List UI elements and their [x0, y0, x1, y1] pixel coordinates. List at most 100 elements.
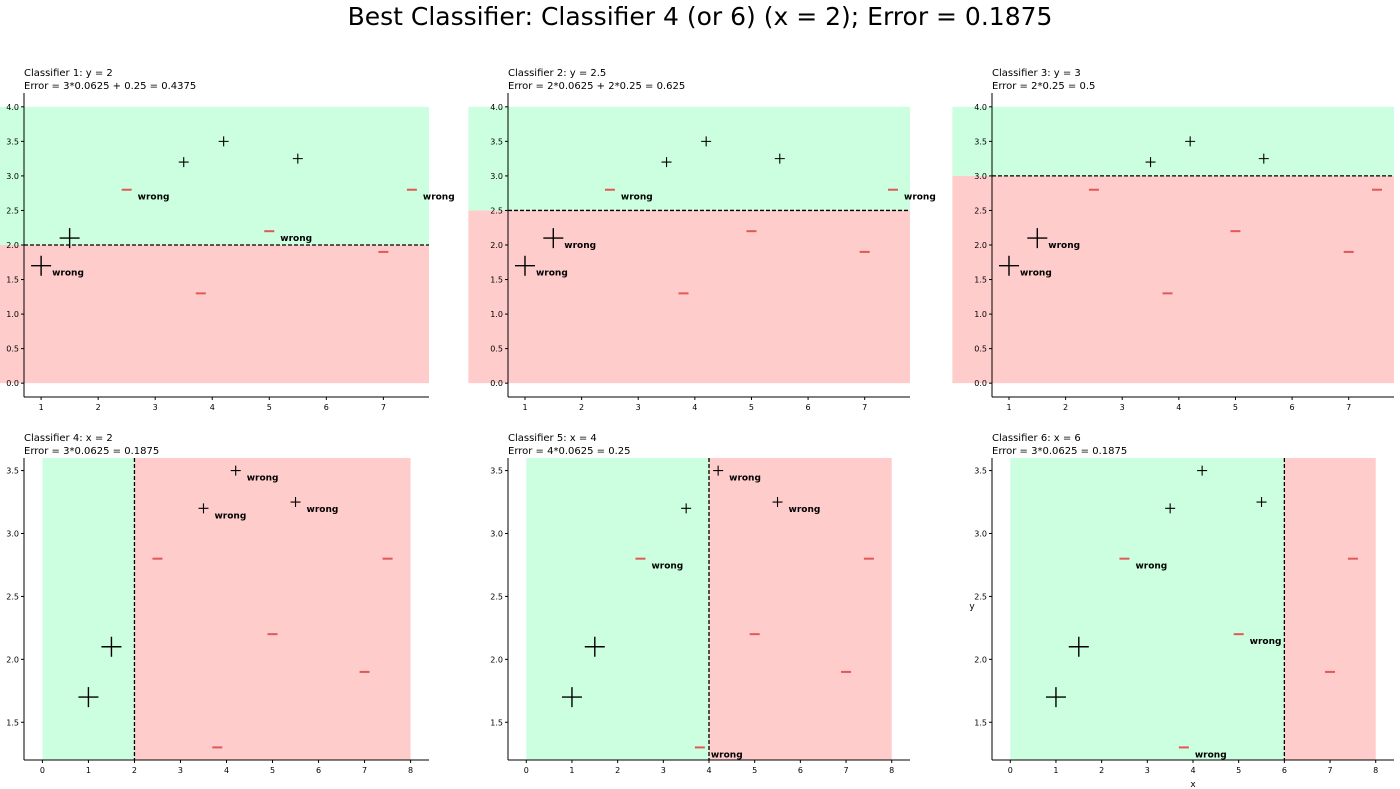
positive-region	[0, 106, 429, 246]
y-tick-label: 1.0	[490, 310, 503, 319]
negative-region	[0, 245, 429, 384]
positive-point	[1185, 136, 1196, 147]
y-tick-label: 3.0	[974, 172, 987, 181]
wrong-label: wrong	[651, 562, 683, 572]
figure-title: Best Classifier: Classifier 4 (or 6) (x …	[347, 2, 1053, 31]
wrong-label: wrong	[711, 750, 743, 760]
y-tick-label: 4.0	[490, 103, 503, 112]
y-tick-label: 3.0	[6, 530, 19, 539]
y-tick-label: 2.5	[6, 592, 19, 601]
x-tick-label: 2	[579, 403, 584, 412]
y-tick-label: 2.0	[974, 241, 987, 250]
y-tick-label: 3.5	[490, 467, 503, 476]
positive-point	[1256, 497, 1267, 508]
x-tick-label: 1	[1053, 766, 1058, 775]
positive-point	[31, 255, 52, 276]
y-tick-label: 1.5	[490, 276, 503, 285]
x-tick-label: 5	[749, 403, 754, 412]
y-tick-label: 3.5	[6, 137, 19, 146]
y-tick-label: 3.5	[490, 137, 503, 146]
x-tick-label: 4	[692, 403, 697, 412]
x-tick-label: 4	[1176, 403, 1181, 412]
wrong-label: wrong	[536, 269, 568, 279]
y-tick-label: 0.0	[490, 379, 503, 388]
wrong-label: wrong	[307, 505, 339, 515]
x-tick-label: 5	[1233, 403, 1238, 412]
subplot-error: Error = 3*0.0625 = 0.1875	[24, 446, 159, 457]
subplot-6: 0 1 2 3 4 5 6 7 8 1.5 2.0 2.5 3.0 3.5 Classifier 6: x …	[969, 433, 1394, 789]
y-tick-label: 3.0	[490, 530, 503, 539]
positive-point	[584, 636, 605, 657]
y-axis-label: y	[969, 602, 975, 612]
wrong-label: wrong	[564, 241, 596, 251]
x-tick-label: 4	[210, 403, 215, 412]
wrong-label: wrong	[729, 474, 761, 484]
positive-point	[1068, 636, 1089, 657]
y-tick-label: 1.5	[974, 718, 987, 727]
positive-region	[42, 458, 135, 760]
wrong-label: wrong	[789, 505, 821, 515]
x-tick-label: 0	[524, 766, 529, 775]
negative-region	[1284, 458, 1376, 760]
x-tick-label: 7	[381, 403, 386, 412]
x-tick-label: 0	[40, 766, 45, 775]
x-tick-label: 5	[752, 766, 757, 775]
wrong-label: wrong	[904, 193, 936, 203]
wrong-label: wrong	[1195, 750, 1227, 760]
x-tick-label: 7	[1327, 766, 1332, 775]
negative-region	[468, 210, 910, 384]
x-tick-label: 5	[270, 766, 275, 775]
subplot-error: Error = 2*0.0625 + 2*0.25 = 0.625	[508, 81, 685, 92]
wrong-label: wrong	[1020, 269, 1052, 279]
subplot-error: Error = 2*0.25 = 0.5	[992, 81, 1095, 92]
positive-point	[198, 503, 209, 514]
positive-point	[1045, 687, 1066, 708]
subplot-2: 1 2 3 4 5 6 7 0.0 0.5 1.0 1.5 2.0 2.5 3.0 3.5 4.0 Classi…	[468, 68, 936, 412]
x-tick-label: 5	[1236, 766, 1241, 775]
y-tick-label: 0.0	[6, 379, 19, 388]
x-tick-label: 7	[862, 403, 867, 412]
x-tick-label: 4	[1190, 766, 1195, 775]
x-tick-label: 6	[806, 403, 811, 412]
positive-point	[78, 687, 99, 708]
y-tick-label: 2.0	[974, 655, 987, 664]
wrong-label: wrong	[138, 193, 170, 203]
positive-point	[1165, 503, 1176, 514]
y-tick-label: 1.0	[974, 310, 987, 319]
subplot-4: 0 1 2 3 4 5 6 7 8 1.5 2.0 2.5 3.0 3.5 Classifier 4: x …	[6, 433, 429, 775]
x-tick-label: 8	[889, 766, 894, 775]
x-tick-label: 4	[706, 766, 711, 775]
subplot-title: Classifier 5: x = 4	[508, 433, 597, 444]
positive-point	[230, 465, 241, 476]
y-tick-label: 0.5	[490, 345, 503, 354]
positive-point	[292, 153, 303, 164]
x-tick-label: 1	[1006, 403, 1011, 412]
wrong-label: wrong	[1048, 241, 1080, 251]
positive-point	[661, 157, 672, 168]
y-tick-label: 0.5	[974, 345, 987, 354]
y-tick-label: 3.5	[974, 467, 987, 476]
y-tick-label: 0.5	[6, 345, 19, 354]
y-tick-label: 3.0	[490, 172, 503, 181]
positive-region	[952, 106, 1394, 176]
x-tick-label: 2	[1063, 403, 1068, 412]
negative-region	[134, 458, 411, 760]
positive-region	[526, 458, 709, 760]
positive-point	[59, 228, 80, 249]
subplot-error: Error = 3*0.0625 + 0.25 = 0.4375	[24, 81, 196, 92]
wrong-label: wrong	[214, 511, 246, 521]
x-tick-label: 3	[1120, 403, 1125, 412]
x-tick-label: 3	[153, 403, 158, 412]
x-tick-label: 6	[1282, 766, 1287, 775]
positive-region	[468, 106, 910, 211]
negative-region	[952, 175, 1394, 384]
y-tick-label: 0.0	[974, 379, 987, 388]
positive-point	[514, 255, 535, 276]
y-tick-label: 1.0	[6, 310, 19, 319]
subplot-5: 0 1 2 3 4 5 6 7 8 1.5 2.0 2.5 3.0 3.5 Classifier 5: x …	[490, 433, 910, 775]
y-tick-label: 4.0	[6, 103, 19, 112]
x-tick-label: 2	[1099, 766, 1104, 775]
x-tick-label: 6	[1290, 403, 1295, 412]
wrong-label: wrong	[621, 193, 653, 203]
positive-point	[681, 503, 692, 514]
